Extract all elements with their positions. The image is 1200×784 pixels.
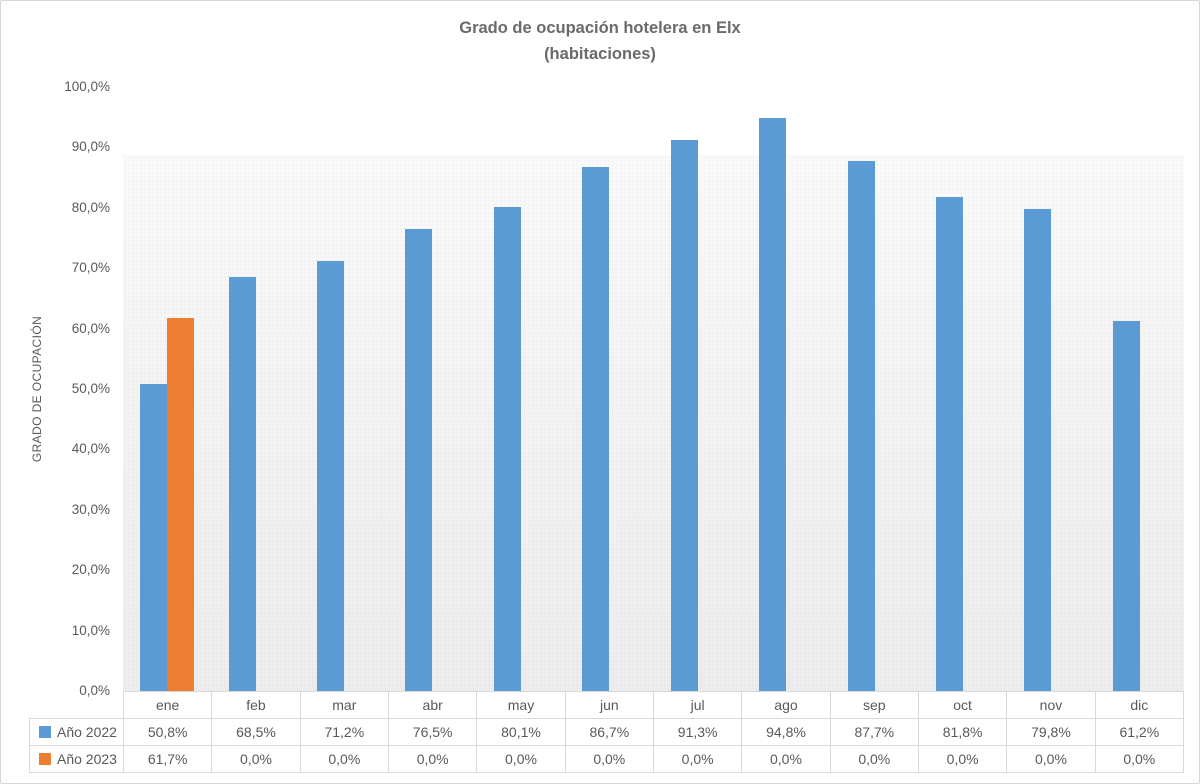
bar-año-2022-ago bbox=[759, 118, 787, 691]
month-header-cell: nov bbox=[1006, 691, 1096, 719]
table-row-año-2023: Año 2023 61,7% 0,0% 0,0% 0,0% 0,0% 0,0% 0,0% 0,0… bbox=[29, 745, 1185, 773]
month-header-cell: may bbox=[476, 691, 566, 719]
value-cell: 0,0% bbox=[476, 745, 566, 773]
plot-area bbox=[123, 87, 1184, 691]
month-header-cell: sep bbox=[829, 691, 919, 719]
series-label-cell: Año 2023 bbox=[29, 745, 124, 773]
value-cell: 0,0% bbox=[741, 745, 831, 773]
month-header-cell: jul bbox=[652, 691, 743, 719]
value-cell: 0,0% bbox=[829, 745, 919, 773]
bar-año-2022-oct bbox=[935, 196, 963, 691]
value-cell: 71,2% bbox=[299, 718, 389, 746]
value-cell: 81,8% bbox=[917, 718, 1008, 746]
data-table-body: Año 2022 50,8% 68,5% 71,2% 76,5% 80,1% 86,7% 91… bbox=[29, 718, 1185, 773]
data-table-header: ene feb mar abr may jun jul ago sep oct nov dic bbox=[30, 691, 1185, 719]
series-name: Año 2022 bbox=[57, 724, 117, 740]
y-tick-label: 90,0% bbox=[71, 139, 110, 155]
bar-año-2022-jun bbox=[582, 167, 610, 691]
table-corner-cell bbox=[30, 692, 124, 719]
series-name: Año 2023 bbox=[57, 751, 117, 767]
value-cell: 0,0% bbox=[1094, 745, 1185, 773]
value-cell: 76,5% bbox=[387, 718, 478, 746]
bar-año-2022-may bbox=[493, 207, 521, 691]
legend-swatch-icon bbox=[39, 753, 51, 765]
bar-año-2022-abr bbox=[405, 228, 433, 691]
month-header-cell: abr bbox=[387, 691, 478, 719]
y-tick-label: 60,0% bbox=[71, 320, 110, 336]
month-header-cell: mar bbox=[299, 691, 389, 719]
y-tick-label: 80,0% bbox=[71, 199, 110, 215]
data-table: ene feb mar abr may jun jul ago sep oct nov dic Año… bbox=[29, 691, 1185, 773]
month-header-cell: feb bbox=[211, 691, 301, 719]
value-cell: 0,0% bbox=[387, 745, 478, 773]
bar-año-2022-jul bbox=[670, 139, 698, 691]
bar-año-2022-mar bbox=[317, 260, 345, 691]
value-cell: 86,7% bbox=[564, 718, 654, 746]
table-row-months: ene feb mar abr may jun jul ago sep oct nov dic bbox=[30, 691, 1185, 719]
month-header-cell: ago bbox=[741, 691, 831, 719]
month-header-cell: oct bbox=[917, 691, 1008, 719]
value-cell: 61,2% bbox=[1094, 718, 1185, 746]
chart-title-line2: (habitaciones) bbox=[544, 45, 656, 63]
bar-año-2023-ene bbox=[167, 318, 195, 691]
value-cell: 0,0% bbox=[299, 745, 389, 773]
chart-title-line1: Grado de ocupación hotelera en Elx bbox=[459, 19, 741, 37]
bar-año-2022-nov bbox=[1024, 209, 1052, 691]
value-cell: 0,0% bbox=[917, 745, 1008, 773]
legend-swatch-icon bbox=[39, 726, 51, 738]
bar-año-2022-dic bbox=[1112, 321, 1140, 691]
series-label-cell: Año 2022 bbox=[29, 718, 124, 746]
value-cell: 61,7% bbox=[122, 745, 213, 773]
y-tick-label: 100,0% bbox=[64, 79, 110, 94]
value-cell: 0,0% bbox=[652, 745, 743, 773]
y-tick-label: 30,0% bbox=[71, 501, 110, 517]
value-cell: 91,3% bbox=[652, 718, 743, 746]
y-tick-label: 20,0% bbox=[71, 562, 110, 578]
value-cell: 0,0% bbox=[211, 745, 301, 773]
value-cell: 80,1% bbox=[476, 718, 566, 746]
value-cell: 50,8% bbox=[122, 718, 213, 746]
value-cell: 79,8% bbox=[1006, 718, 1096, 746]
value-cell: 0,0% bbox=[1006, 745, 1096, 773]
value-cell: 87,7% bbox=[829, 718, 919, 746]
y-tick-label: 10,0% bbox=[71, 622, 110, 638]
month-header-cell: jun bbox=[564, 691, 654, 719]
value-cell: 68,5% bbox=[211, 718, 301, 746]
value-cell: 0,0% bbox=[564, 745, 654, 773]
bar-año-2022-sep bbox=[847, 161, 875, 691]
month-header-cell: ene bbox=[122, 691, 213, 719]
y-tick-label: 0,0% bbox=[79, 683, 110, 698]
y-tick-label: 70,0% bbox=[71, 260, 110, 276]
bar-año-2022-feb bbox=[228, 277, 256, 691]
value-cell: 94,8% bbox=[741, 718, 831, 746]
bar-año-2022-ene bbox=[140, 384, 168, 691]
table-row-año-2022: Año 2022 50,8% 68,5% 71,2% 76,5% 80,1% 86,7% 91… bbox=[29, 718, 1185, 746]
y-tick-label: 40,0% bbox=[71, 441, 110, 457]
chart-title: Grado de ocupación hotelera en Elx (habi… bbox=[1, 15, 1199, 67]
y-tick-label: 50,0% bbox=[71, 381, 110, 396]
month-header-cell: dic bbox=[1094, 691, 1185, 719]
bars-layer bbox=[123, 87, 1184, 691]
